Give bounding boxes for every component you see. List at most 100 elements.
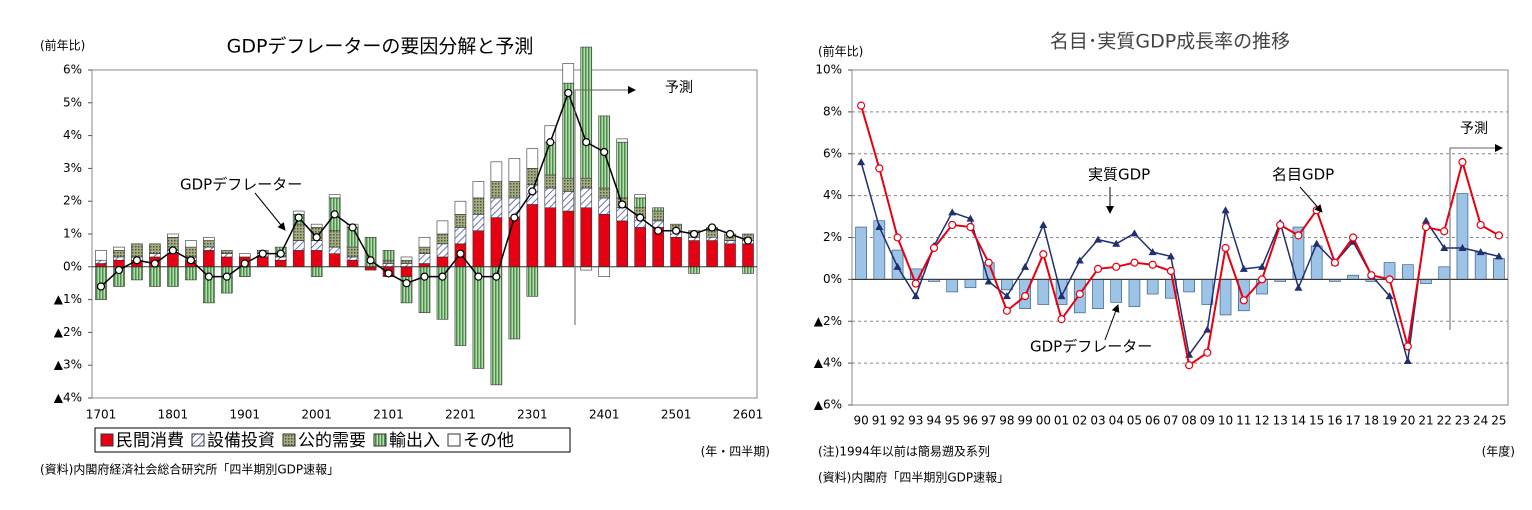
x-tick-label: 97 (981, 414, 996, 428)
bar (203, 246, 215, 251)
bar (149, 243, 161, 254)
x-tick-label: 03 (1090, 414, 1105, 428)
bar (418, 236, 431, 248)
bar (1310, 245, 1323, 280)
bar (238, 266, 251, 277)
marker (1148, 260, 1157, 269)
x-tick-label: 04 (1109, 414, 1124, 428)
marker (384, 269, 393, 278)
bar (454, 227, 467, 245)
marker (1057, 292, 1066, 300)
legend-swatch (447, 433, 461, 447)
x-tick-label: 05 (1127, 414, 1142, 428)
bar (238, 253, 251, 258)
annotation: (年度) (1482, 444, 1515, 459)
x-tick-label: 2301 (517, 408, 548, 422)
x-tick-label: 99 (1017, 414, 1032, 428)
marker (1112, 262, 1121, 271)
bar (400, 256, 413, 261)
bar (185, 240, 197, 248)
bar (616, 141, 629, 199)
bar (220, 253, 233, 258)
bar (436, 220, 449, 235)
bar (346, 246, 359, 258)
bar (688, 240, 700, 268)
series-label: 実質GDP (1088, 166, 1150, 184)
x-tick-label: 91 (872, 414, 887, 428)
bar (1493, 258, 1505, 280)
x-tick-label: 19 (1382, 414, 1397, 428)
legend-label: 公的需要 (298, 431, 366, 451)
marker (1385, 275, 1394, 284)
y-tick-label: ▲2% (814, 314, 842, 328)
marker (240, 259, 249, 268)
bar (526, 204, 539, 268)
x-tick-label: 2101 (373, 408, 404, 422)
y-tick-label: ▲6% (814, 398, 842, 412)
annotation: (前年比) (40, 38, 85, 53)
bar (508, 158, 521, 182)
y-tick-label: 4% (63, 128, 82, 142)
annotation: (資料)内閣府「四半期別GDP速報」 (818, 470, 1009, 485)
legend-swatch (191, 433, 205, 447)
bar (964, 279, 977, 289)
bar (1128, 279, 1141, 307)
series-label: 名目GDP (1272, 166, 1334, 184)
bar (580, 177, 593, 189)
x-tick-label: 13 (1273, 414, 1288, 428)
bar (742, 266, 754, 274)
marker (150, 259, 160, 268)
bar (167, 233, 179, 238)
bar (113, 259, 125, 268)
x-tick-label: 2201 (445, 408, 476, 422)
bar (580, 187, 593, 209)
marker (510, 213, 519, 222)
legend-swatch (282, 433, 296, 447)
marker (1075, 289, 1084, 299)
marker (114, 265, 124, 275)
bar (113, 250, 125, 258)
bar (382, 250, 395, 261)
marker (222, 272, 231, 281)
bar (490, 197, 503, 218)
bar (436, 256, 449, 268)
line (860, 105, 1500, 367)
bar (1456, 193, 1469, 280)
marker (1349, 233, 1358, 242)
x-tick-label: 25 (1491, 414, 1506, 428)
marker (1093, 264, 1103, 274)
marker (1239, 296, 1248, 305)
x-tick-label: 12 (1254, 414, 1269, 428)
bar (382, 259, 395, 264)
y-tick-label: 6% (63, 63, 82, 77)
label-arrow (1299, 186, 1323, 213)
marker (312, 233, 321, 242)
bar (490, 266, 503, 386)
marker (1476, 248, 1485, 256)
bar (544, 174, 557, 189)
bar (526, 148, 539, 169)
marker (1421, 222, 1431, 232)
x-tick-label: 18 (1364, 414, 1379, 428)
y-tick-label: 2% (823, 230, 842, 244)
bar (400, 276, 413, 304)
marker (1221, 243, 1230, 253)
marker (618, 200, 627, 209)
marker (1203, 325, 1212, 333)
y-tick-label: 0% (823, 272, 842, 286)
marker (204, 272, 213, 281)
bar (328, 194, 341, 199)
marker (689, 229, 699, 239)
marker (1494, 231, 1503, 240)
marker (582, 138, 591, 147)
x-tick-label: 1901 (229, 408, 260, 422)
bar (598, 197, 611, 215)
marker (1130, 229, 1139, 237)
marker (1494, 252, 1503, 260)
annotation: (前年比) (818, 44, 863, 59)
marker (948, 220, 957, 230)
bar (1401, 264, 1414, 280)
bar (562, 177, 575, 192)
legend-label: その他 (463, 431, 514, 451)
